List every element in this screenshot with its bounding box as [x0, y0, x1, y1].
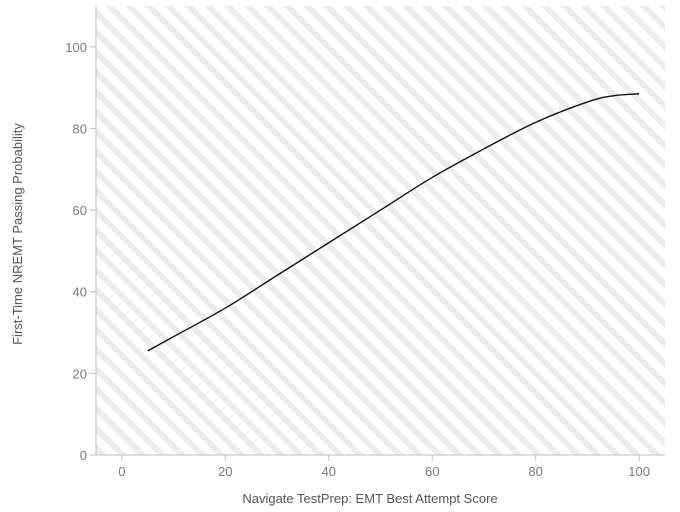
- y-axis-title: First-Time NREMT Passing Probability: [10, 123, 25, 345]
- x-tick-label: 80: [528, 464, 542, 479]
- x-tick-label: 60: [425, 464, 439, 479]
- y-tick-label: 40: [73, 285, 87, 300]
- x-axis-title: Navigate TestPrep: EMT Best Attempt Scor…: [242, 491, 497, 506]
- plot-area: [96, 6, 665, 455]
- x-tick-label: 0: [118, 464, 125, 479]
- y-tick-label: 60: [73, 203, 87, 218]
- x-tick-label: 100: [628, 464, 650, 479]
- y-tick-label: 0: [80, 448, 87, 463]
- x-tick-label: 20: [218, 464, 232, 479]
- x-tick-label: 40: [322, 464, 336, 479]
- series-line: [147, 93, 640, 352]
- y-tick-label: 80: [73, 121, 87, 136]
- y-tick-label: 20: [73, 366, 87, 381]
- y-tick-label: 100: [65, 40, 87, 55]
